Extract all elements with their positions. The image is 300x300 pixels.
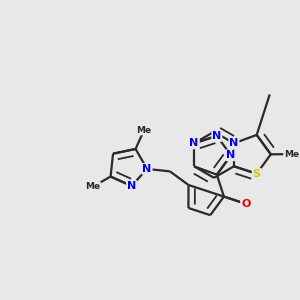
Text: O: O (241, 199, 250, 209)
Text: N: N (127, 181, 136, 191)
Text: N: N (189, 138, 199, 148)
Text: N: N (189, 138, 199, 148)
Text: N: N (226, 150, 236, 160)
Text: N: N (212, 131, 221, 141)
Text: Me: Me (136, 126, 152, 135)
Text: Me: Me (284, 150, 299, 159)
Text: Me: Me (85, 182, 100, 191)
Text: N: N (229, 138, 239, 148)
Text: N: N (142, 164, 152, 174)
Text: S: S (253, 169, 261, 179)
